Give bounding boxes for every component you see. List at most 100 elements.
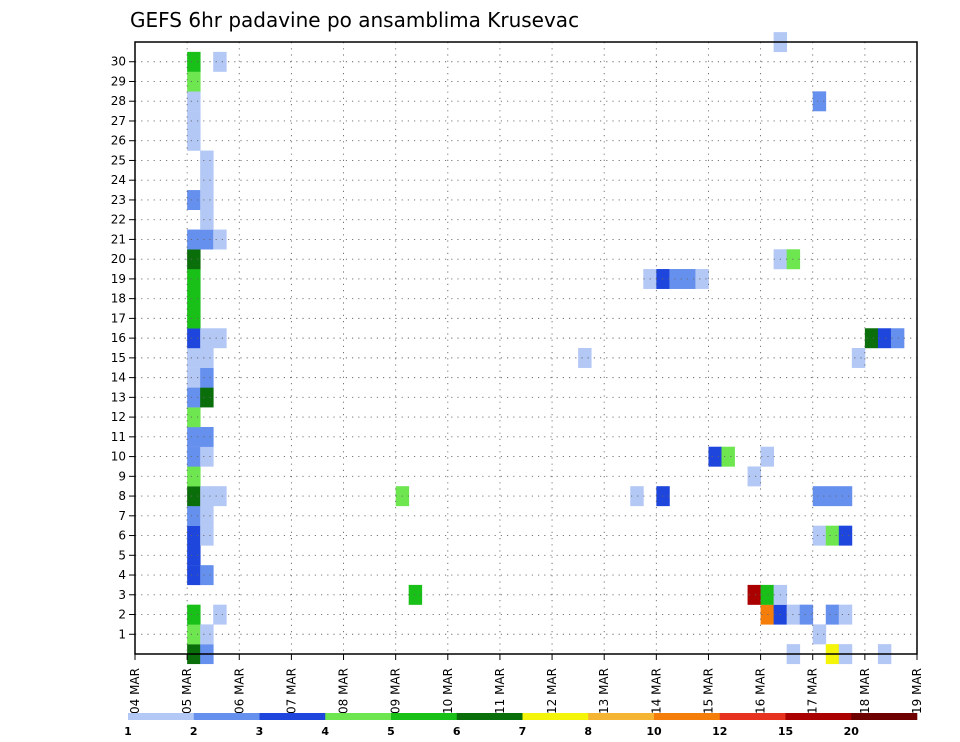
heatmap-cell <box>747 466 761 487</box>
heatmap-cell <box>200 505 214 526</box>
y-tick-label: 6 <box>118 529 126 543</box>
y-tick-label: 27 <box>111 114 126 128</box>
y-tick-label: 28 <box>111 94 126 108</box>
heatmap-cell <box>187 486 201 507</box>
y-axis-ticks: 1234567891011121314151617181920212223242… <box>111 55 135 641</box>
colorbar-label: 10 <box>646 725 662 738</box>
heatmap-cell <box>187 91 201 112</box>
y-tick-label: 29 <box>111 74 126 88</box>
heatmap-cell <box>200 229 214 250</box>
heatmap-cell <box>200 387 214 408</box>
heatmap-cell <box>760 584 775 605</box>
heatmap-cell <box>200 170 214 191</box>
x-tick-label: 17 MAR <box>806 668 820 714</box>
y-tick-label: 12 <box>111 410 126 424</box>
heatmap-cell <box>708 446 722 467</box>
y-tick-label: 8 <box>118 489 126 503</box>
heatmap-cell <box>864 328 879 349</box>
heatmap-cell <box>200 426 214 447</box>
colorbar-label: 3 <box>256 725 264 738</box>
y-tick-label: 22 <box>111 213 126 227</box>
y-tick-label: 30 <box>111 55 126 69</box>
heatmap-cell <box>630 486 644 507</box>
heatmap-cell <box>187 466 201 487</box>
heatmap-cell <box>200 446 214 467</box>
colorbar-segment <box>325 713 392 720</box>
heatmap-cell <box>187 229 201 250</box>
colorbar-label: 20 <box>844 725 860 738</box>
x-tick-label: 06 MAR <box>232 668 246 714</box>
x-tick-label: 09 MAR <box>389 668 403 714</box>
heatmap-cell <box>200 190 214 210</box>
colorbar-segment <box>719 713 786 720</box>
heatmap-cell <box>200 525 214 546</box>
heatmap-cell <box>760 604 775 625</box>
y-tick-label: 1 <box>118 627 126 641</box>
y-tick-label: 2 <box>118 608 126 622</box>
y-tick-label: 18 <box>111 292 126 306</box>
heatmap-cell <box>187 111 201 132</box>
colorbar-label: 1 <box>124 725 132 738</box>
heatmap-cell <box>187 446 201 467</box>
x-axis-ticks: 04 MAR 05 MAR 06 MAR 07 MAR 08 MAR 09 MAR 10 M… <box>128 654 924 714</box>
heatmap-cell <box>200 624 214 645</box>
heatmap-cell <box>200 565 214 586</box>
colorbar-segment <box>259 713 326 720</box>
heatmap-cell <box>838 525 853 546</box>
heatmap-cell <box>695 269 709 289</box>
heatmap-cell <box>213 51 227 72</box>
heatmap-cell <box>187 426 201 447</box>
heatmap-cell <box>812 91 827 112</box>
x-tick-label: 04 MAR <box>128 668 142 714</box>
y-tick-label: 7 <box>118 509 126 523</box>
heatmap-cell <box>187 249 201 270</box>
colorbar: 1 2 3 4 5 6 7 8 10 12 15 20 <box>124 713 918 738</box>
heatmap-cell <box>669 269 683 289</box>
heatmap-cell <box>187 604 201 625</box>
heatmap-cells <box>187 32 905 665</box>
y-tick-label: 25 <box>111 153 126 167</box>
heatmap-cell <box>187 269 201 289</box>
x-tick-label: 19 MAR <box>910 668 924 714</box>
y-tick-label: 26 <box>111 134 126 148</box>
heatmap-cell <box>200 486 214 507</box>
x-tick-label: 05 MAR <box>180 668 194 714</box>
heatmap-cell <box>187 505 201 526</box>
y-tick-label: 3 <box>118 588 126 602</box>
colorbar-segment <box>785 713 852 720</box>
heatmap-cell <box>838 604 853 625</box>
x-tick-label: 13 MAR <box>597 668 611 714</box>
chart-title: GEFS 6hr padavine po ansamblima Krusevac <box>130 8 579 32</box>
heatmap-cell <box>799 604 814 625</box>
heatmap-cell <box>200 209 214 230</box>
heatmap-cell <box>825 604 840 625</box>
y-tick-label: 13 <box>111 390 126 404</box>
y-tick-label: 10 <box>111 450 126 464</box>
colorbar-segment <box>588 713 655 720</box>
colorbar-label: 6 <box>453 725 461 738</box>
heatmap-cell <box>200 367 214 388</box>
heatmap-cell <box>760 446 775 467</box>
colorbar-label: 5 <box>387 725 395 738</box>
heatmap-cell <box>187 407 201 428</box>
colorbar-segment <box>128 713 195 720</box>
heatmap-cell <box>200 348 214 368</box>
heatmap-cell <box>825 486 840 507</box>
heatmap-cell <box>187 525 201 546</box>
y-tick-label: 17 <box>111 311 126 325</box>
colorbar-label: 7 <box>519 725 527 738</box>
colorbar-segment <box>851 713 918 720</box>
y-tick-label: 23 <box>111 193 126 207</box>
heatmap-cell <box>187 387 201 408</box>
x-tick-label: 14 MAR <box>649 668 663 714</box>
y-tick-label: 21 <box>111 232 126 246</box>
heatmap-cell <box>213 328 227 349</box>
x-tick-label: 10 MAR <box>441 668 455 714</box>
heatmap-cell <box>187 367 201 388</box>
heatmap-cell <box>682 269 696 289</box>
colorbar-label: 8 <box>584 725 592 738</box>
colorbar-label: 4 <box>321 725 329 738</box>
heatmap-cell <box>812 624 827 645</box>
heatmap-cell <box>747 584 761 605</box>
